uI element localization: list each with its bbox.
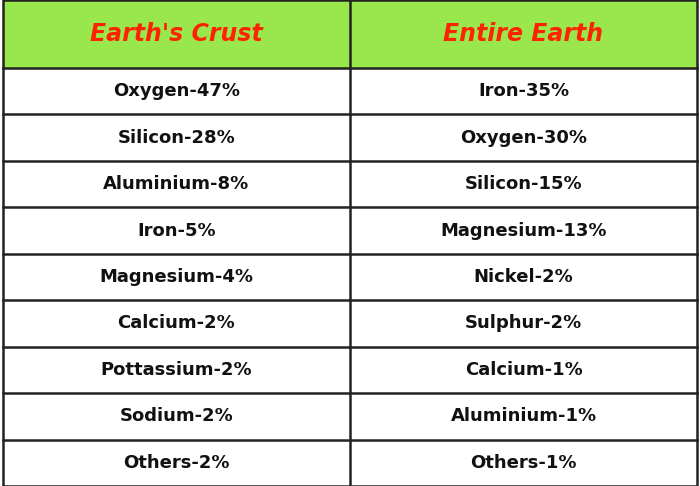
Text: Others-2%: Others-2% (123, 454, 230, 472)
Text: Magnesium-4%: Magnesium-4% (99, 268, 253, 286)
Text: Oxygen-47%: Oxygen-47% (113, 82, 240, 100)
Text: Aluminium-1%: Aluminium-1% (450, 407, 596, 425)
Text: Calcium-1%: Calcium-1% (465, 361, 582, 379)
Text: Iron-5%: Iron-5% (137, 222, 216, 240)
Text: Calcium-2%: Calcium-2% (118, 314, 235, 332)
Text: Silicon-28%: Silicon-28% (118, 129, 235, 147)
Text: Earth's Crust: Earth's Crust (90, 22, 263, 46)
Text: Aluminium-8%: Aluminium-8% (104, 175, 250, 193)
Text: Iron-35%: Iron-35% (478, 82, 569, 100)
Text: Pottassium-2%: Pottassium-2% (101, 361, 252, 379)
Text: Sulphur-2%: Sulphur-2% (465, 314, 582, 332)
Bar (3, 68, 697, 486)
Text: Silicon-15%: Silicon-15% (465, 175, 582, 193)
Bar (350, 0, 697, 68)
Text: Magnesium-13%: Magnesium-13% (440, 222, 607, 240)
Text: Others-1%: Others-1% (470, 454, 577, 472)
Text: Oxygen-30%: Oxygen-30% (460, 129, 587, 147)
Text: Nickel-2%: Nickel-2% (474, 268, 573, 286)
Text: Entire Earth: Entire Earth (443, 22, 603, 46)
Text: Sodium-2%: Sodium-2% (120, 407, 233, 425)
Bar (3, 0, 350, 68)
